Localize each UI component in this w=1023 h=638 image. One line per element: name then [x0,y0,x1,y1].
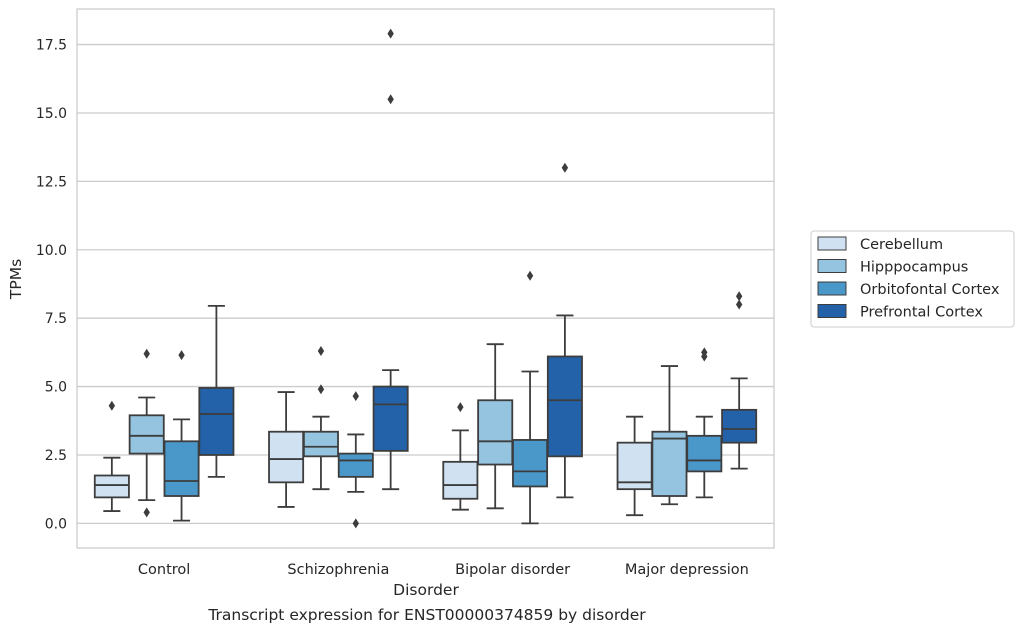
legend-label: Hipppocampus [860,260,968,276]
box-iqr [616,441,653,491]
legend-label: Orbitofontal Cortex [860,282,1000,298]
legend-label: Prefrontal Cortex [860,305,983,321]
legend-frame [810,230,1015,328]
box-iqr [372,385,409,452]
box-iqr [302,430,339,458]
box-iqr [651,430,688,497]
y-tick-label: 12.5 [36,174,67,190]
legend-swatch [817,259,847,273]
y-tick-label: 0.0 [45,516,67,532]
y-tick-label: 17.5 [36,38,67,54]
y-tick-label: 10.0 [36,243,67,259]
y-tick-label: 15.0 [36,106,67,122]
outlier-marker [317,384,325,395]
outlier-marker [735,291,743,302]
y-tick-label: 7.5 [45,311,67,327]
x-tick-label: Schizophrenia [287,562,389,578]
box-iqr [477,399,514,466]
box-iqr [163,440,200,497]
box-iqr [128,414,165,455]
y-axis-label: TPMs [7,259,25,300]
boxes-layer [93,28,758,529]
legend-swatch [817,236,847,251]
outlier-marker [387,28,394,39]
outlier-marker [108,400,116,411]
legend-swatch [817,281,847,296]
outlier-marker [178,350,185,361]
box-iqr [721,408,758,444]
y-tick-label: 5.0 [45,380,67,396]
box-iqr [546,355,583,458]
outlier-marker [352,391,359,402]
outlier-marker [701,351,708,362]
legend: Cerebellum Hipppocampus Orbitofontal Corte… [810,230,1015,328]
legend-swatch [817,304,847,318]
box-iqr [512,439,549,488]
y-axis-ticks: 0.0 2.5 5.0 7.5 10.0 12.5 15.0 17.5 [36,38,67,533]
x-tick-label: Major depression [625,562,749,578]
box-iqr [198,387,235,456]
outlier-marker [143,507,150,518]
outlier-marker [317,346,325,357]
box-iqr [268,430,305,484]
y-tick-label: 2.5 [45,448,67,464]
outlier-marker [457,402,464,413]
x-tick-label: Control [138,562,190,578]
outlier-marker [526,270,534,281]
outlier-marker [561,162,569,173]
x-axis-ticks: Control Schizophrenia Bipolar disorder Majo… [138,562,749,578]
box-iqr [442,460,479,500]
outlier-marker [387,94,394,105]
outlier-marker [143,348,150,359]
box-iqr [686,434,723,473]
outlier-marker [735,299,743,310]
box-iqr [93,474,130,499]
x-axis-label: Disorder [393,581,459,599]
x-tick-label: Bipolar disorder [455,562,570,578]
box-iqr [337,452,374,478]
legend-label: Cerebellum [860,237,943,253]
outlier-marker [352,518,359,529]
figure-caption: Transcript expression for ENST0000037485… [208,606,646,624]
